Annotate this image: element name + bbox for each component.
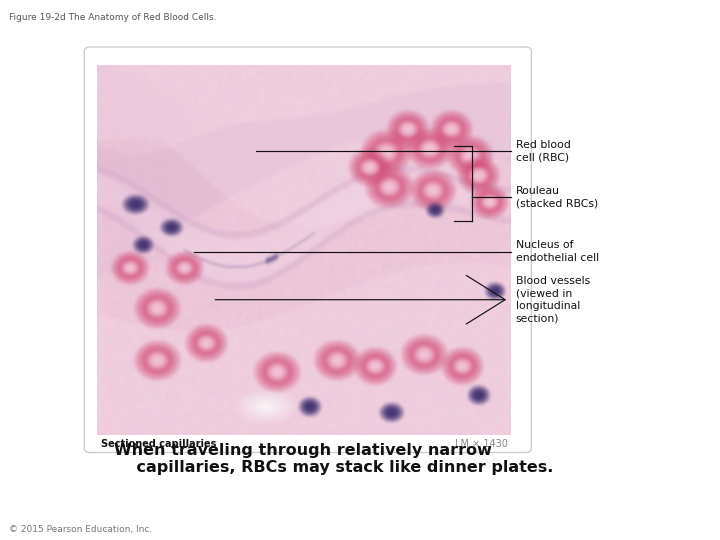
Text: When traveling through relatively narrow: When traveling through relatively narrow — [114, 443, 492, 458]
Text: Red blood
cell (RBC): Red blood cell (RBC) — [516, 140, 570, 163]
Text: capillaries, RBCs may stack like dinner plates.: capillaries, RBCs may stack like dinner … — [114, 460, 553, 475]
Text: Blood vessels
(viewed in
longitudinal
section): Blood vessels (viewed in longitudinal se… — [516, 276, 590, 323]
Text: © 2015 Pearson Education, Inc.: © 2015 Pearson Education, Inc. — [9, 524, 152, 534]
Text: Sectioned capillaries: Sectioned capillaries — [101, 439, 216, 449]
Text: Rouleau
(stacked RBCs): Rouleau (stacked RBCs) — [516, 186, 598, 208]
Text: Figure 19-2d The Anatomy of Red Blood Cells.: Figure 19-2d The Anatomy of Red Blood Ce… — [9, 14, 216, 23]
Text: LM × 1430: LM × 1430 — [455, 439, 508, 449]
Text: Nucleus of
endothelial cell: Nucleus of endothelial cell — [516, 240, 598, 263]
Text: d: d — [92, 456, 102, 470]
